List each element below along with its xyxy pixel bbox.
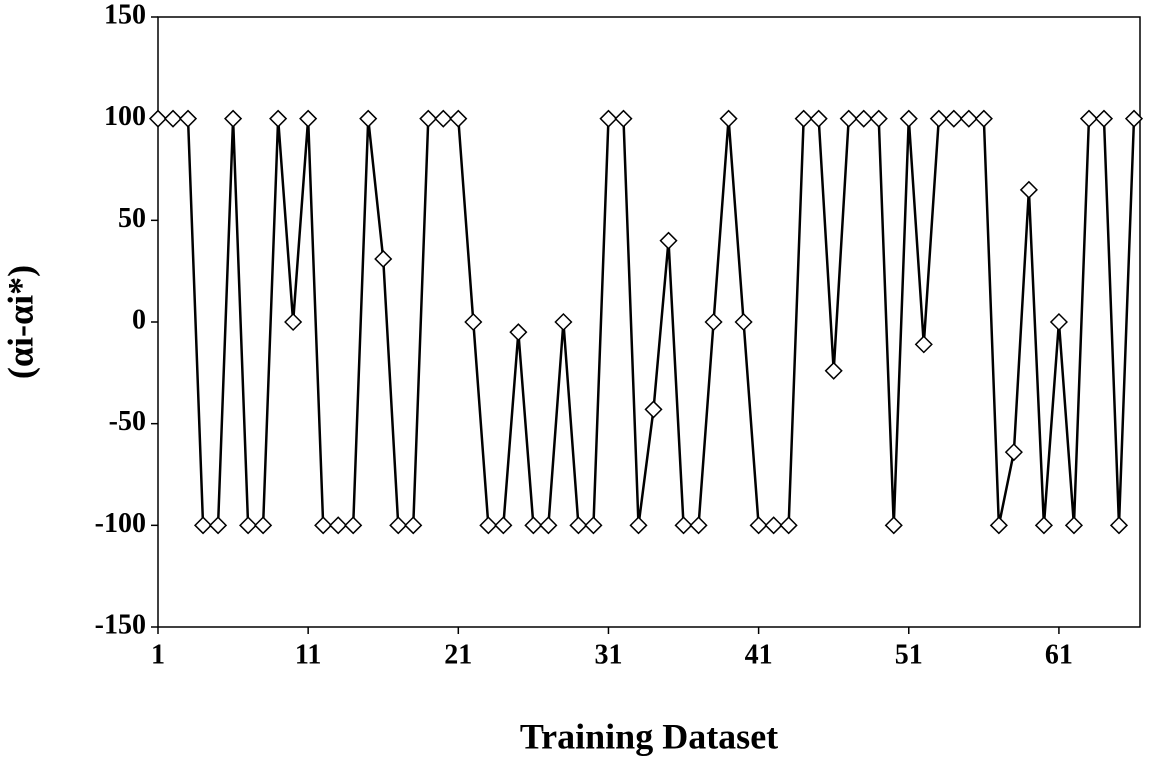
point-marker	[929, 109, 948, 128]
y-tick-label: 0	[132, 304, 146, 335]
point-marker	[1019, 180, 1038, 199]
point-marker	[839, 109, 858, 128]
y-tick-label: -100	[95, 508, 146, 539]
point-marker	[494, 516, 513, 535]
point-marker	[1079, 109, 1099, 128]
y-tick-label: 150	[104, 0, 146, 30]
point-marker	[584, 516, 603, 535]
point-marker	[539, 516, 558, 535]
point-marker	[404, 516, 423, 535]
point-marker	[959, 109, 978, 128]
point-marker	[554, 312, 573, 332]
x-tick-label: 31	[594, 639, 622, 670]
point-marker	[1049, 312, 1068, 332]
point-marker	[734, 312, 753, 332]
point-marker	[614, 109, 633, 128]
point-marker	[284, 312, 303, 332]
y-tick-label: -150	[95, 609, 146, 640]
point-marker	[209, 516, 228, 535]
point-marker	[599, 109, 618, 128]
point-marker	[824, 361, 843, 380]
y-tick-label: 100	[104, 101, 146, 132]
point-marker	[314, 516, 333, 535]
x-tick-label: 41	[745, 639, 773, 670]
point-marker	[569, 516, 588, 535]
plot-frame	[157, 16, 1141, 628]
point-marker	[148, 109, 168, 128]
point-marker	[884, 516, 903, 535]
point-marker	[419, 109, 438, 128]
point-marker	[1124, 109, 1144, 128]
x-tick-label: 61	[1045, 639, 1073, 670]
point-marker	[359, 109, 378, 128]
point-marker	[509, 323, 528, 342]
point-marker	[178, 109, 198, 128]
point-marker	[479, 516, 498, 535]
point-marker	[193, 516, 213, 535]
point-marker	[689, 516, 708, 535]
point-marker	[704, 312, 723, 332]
point-marker	[1064, 516, 1083, 535]
point-marker	[1004, 443, 1023, 462]
point-marker	[794, 109, 813, 128]
point-marker	[1034, 516, 1053, 535]
point-marker	[779, 516, 798, 535]
point-marker	[629, 516, 648, 535]
point-marker	[674, 516, 693, 535]
point-marker	[434, 109, 453, 128]
point-marker	[644, 400, 663, 419]
point-marker	[869, 109, 888, 128]
point-marker	[254, 516, 273, 535]
x-tick-label: 21	[444, 639, 472, 670]
point-marker	[269, 109, 288, 128]
point-marker	[1094, 109, 1114, 128]
y-tick-label: 50	[118, 203, 146, 234]
point-marker	[659, 231, 678, 250]
point-marker	[899, 109, 918, 128]
x-axis-title: Training Dataset	[520, 716, 778, 756]
point-marker	[809, 109, 828, 128]
point-marker	[914, 335, 933, 354]
point-marker	[239, 516, 258, 535]
point-marker	[299, 109, 318, 128]
point-marker	[1109, 516, 1129, 535]
x-tick-label: 11	[295, 639, 321, 670]
point-marker	[749, 516, 768, 535]
point-marker	[389, 516, 408, 535]
series-line	[158, 117, 1136, 527]
point-marker	[224, 109, 243, 128]
point-marker	[989, 516, 1008, 535]
x-tick-label: 1	[151, 639, 165, 670]
point-marker	[374, 249, 393, 269]
x-tick-label: 51	[895, 639, 923, 670]
point-marker	[719, 109, 738, 128]
point-marker	[163, 109, 183, 128]
y-tick-label: -50	[109, 406, 146, 437]
point-marker	[464, 312, 483, 332]
point-marker	[944, 109, 963, 128]
y-axis-title: (αi-αi*)	[0, 265, 40, 379]
point-marker	[524, 516, 543, 535]
point-marker	[854, 109, 873, 128]
point-marker	[449, 109, 468, 128]
point-marker	[329, 516, 348, 535]
point-marker	[974, 109, 993, 128]
point-marker	[764, 516, 783, 535]
point-marker	[344, 516, 363, 535]
